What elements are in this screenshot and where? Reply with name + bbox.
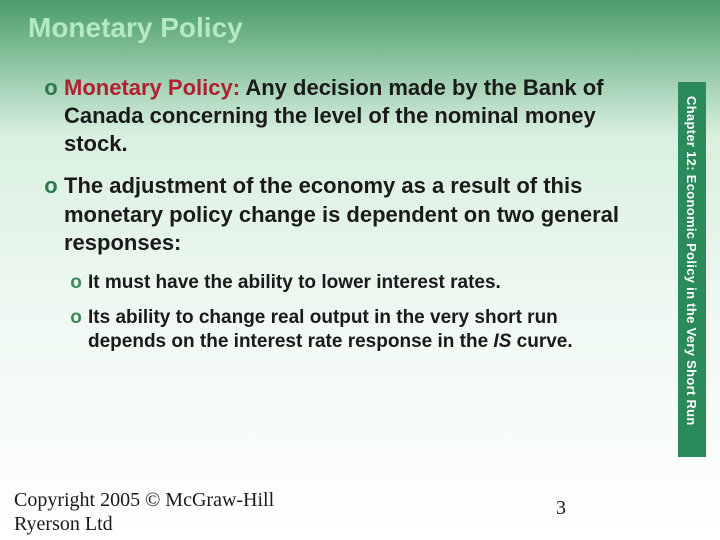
bullet-text: It must have the ability to lower intere… bbox=[88, 271, 501, 296]
bullet-marker: o bbox=[38, 172, 64, 256]
sub-bullet-item-1: o It must have the ability to lower inte… bbox=[64, 271, 640, 296]
sub-bullet-item-2: o Its ability to change real output in t… bbox=[64, 306, 640, 355]
bullet-text-pre: Its ability to change real output in the… bbox=[88, 307, 558, 352]
slide-footer: Copyright 2005 © McGraw-Hill Ryerson Ltd… bbox=[14, 488, 706, 536]
bullet-text: Monetary Policy: Any decision made by th… bbox=[64, 74, 640, 158]
page-number: 3 bbox=[556, 497, 566, 520]
chapter-sidebar: Chapter 12: Economic Policy in the Very … bbox=[678, 82, 706, 457]
copyright-text: Copyright 2005 © McGraw-Hill Ryerson Ltd bbox=[14, 488, 274, 536]
is-curve-term: IS bbox=[493, 331, 511, 352]
chapter-label: Chapter 12: Economic Policy in the Very … bbox=[684, 96, 699, 426]
slide-content: o Monetary Policy: Any decision made by … bbox=[0, 44, 720, 354]
bullet-item-1: o Monetary Policy: Any decision made by … bbox=[38, 74, 640, 158]
bullet-text: The adjustment of the economy as a resul… bbox=[64, 172, 640, 256]
bullet-item-2: o The adjustment of the economy as a res… bbox=[38, 172, 640, 256]
bullet-text-post: curve. bbox=[511, 331, 572, 352]
bullet-marker: o bbox=[64, 271, 88, 296]
definition-term: Monetary Policy: bbox=[64, 75, 240, 100]
bullet-text: Its ability to change real output in the… bbox=[88, 306, 640, 355]
slide-title: Monetary Policy bbox=[0, 0, 720, 44]
bullet-marker: o bbox=[38, 74, 64, 158]
bullet-marker: o bbox=[64, 306, 88, 355]
